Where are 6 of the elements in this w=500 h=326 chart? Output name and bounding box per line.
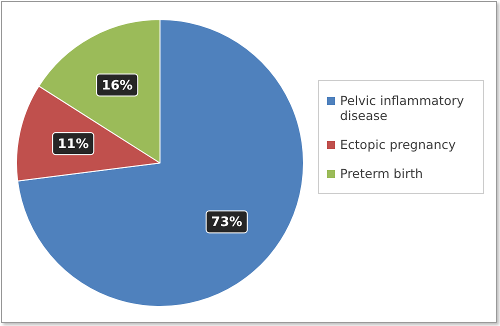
data-label: 73% <box>211 215 242 230</box>
data-label: 11% <box>58 136 89 152</box>
data-label: 16% <box>102 78 133 94</box>
legend-label: Ectopic pregnancy <box>340 137 456 152</box>
legend-label: Pelvic inflammatory disease <box>340 93 465 123</box>
legend-label: Preterm birth <box>340 166 423 181</box>
